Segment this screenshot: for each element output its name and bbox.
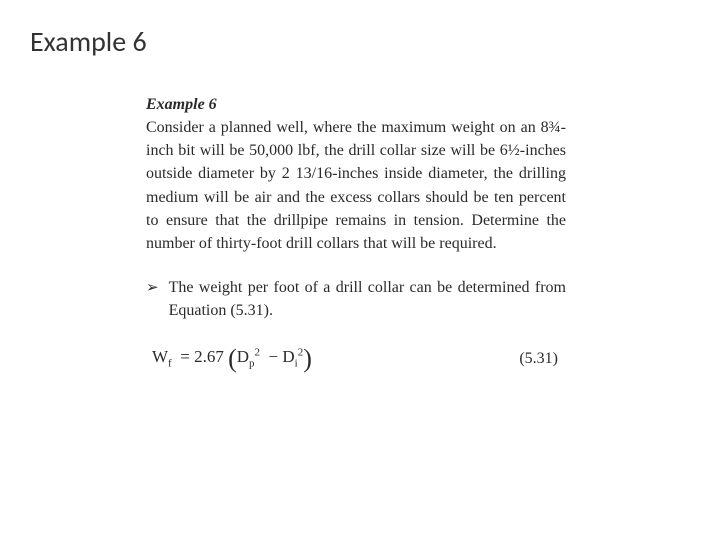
example-heading: Example 6 bbox=[146, 96, 566, 114]
slide-title: Example 6 bbox=[30, 24, 147, 59]
open-paren-icon: ( bbox=[228, 344, 237, 373]
eq-lhs-var: W bbox=[152, 347, 168, 366]
bullet-item: ➢ The weight per foot of a drill collar … bbox=[146, 277, 566, 322]
eq-t1-sup: 2 bbox=[255, 346, 261, 358]
close-paren-icon: ) bbox=[303, 344, 312, 373]
equation-row: Wf = 2.67 (Dp2 − Di2) (5.31) bbox=[146, 344, 566, 374]
eq-t2-sub: i bbox=[295, 357, 298, 369]
eq-lhs-sub: f bbox=[168, 357, 172, 369]
equation: Wf = 2.67 (Dp2 − Di2) bbox=[146, 344, 312, 374]
equation-number: (5.31) bbox=[519, 350, 566, 368]
example-content: Example 6 Consider a planned well, where… bbox=[146, 96, 566, 374]
example-paragraph: Consider a planned well, where the maxim… bbox=[146, 116, 566, 255]
eq-coeff: 2.67 bbox=[194, 347, 224, 366]
bullet-marker-icon: ➢ bbox=[146, 277, 169, 322]
eq-t1-sub: p bbox=[249, 357, 255, 369]
bullet-text: The weight per foot of a drill collar ca… bbox=[169, 277, 566, 322]
eq-t2-var: D bbox=[282, 347, 294, 366]
eq-t1-var: D bbox=[237, 347, 249, 366]
